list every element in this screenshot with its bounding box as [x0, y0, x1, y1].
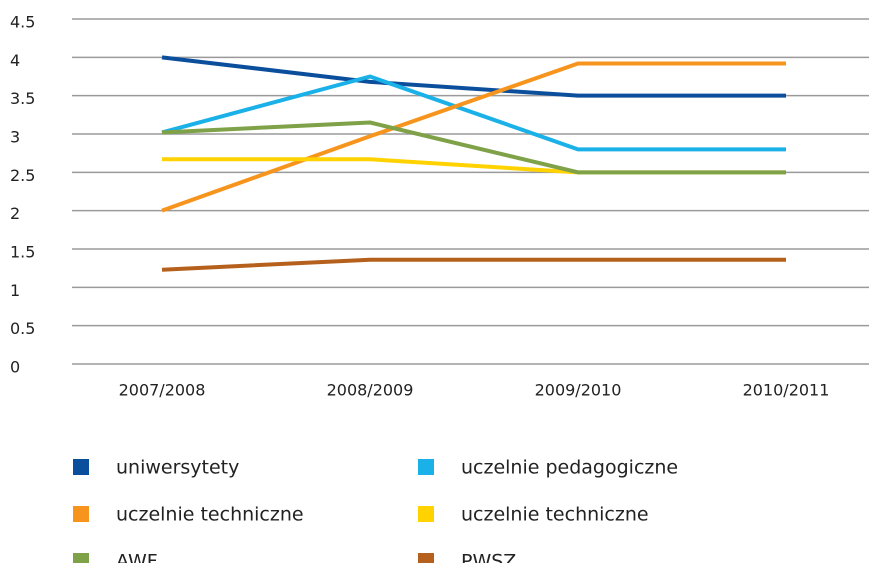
legend-swatch — [418, 459, 434, 475]
y-tick-label: 3.5 — [10, 89, 35, 108]
legend-label: uczelnie pedagogiczne — [461, 457, 678, 479]
legend-swatch — [418, 506, 434, 522]
legend-label: uczelnie techniczne — [461, 504, 649, 526]
series-line — [161, 257, 786, 272]
legend-label: uniwersytety — [116, 457, 239, 479]
legend-swatch — [418, 553, 434, 563]
y-tick-label: 2 — [10, 204, 20, 223]
x-tick-label: 2007/2008 — [119, 381, 206, 400]
y-tick-label: 4.5 — [10, 13, 35, 32]
legend-label: uczelnie techniczne — [116, 504, 304, 526]
legend-swatch — [73, 506, 89, 522]
y-tick-label: 0 — [10, 358, 20, 377]
legend-label: PWSZ — [461, 551, 516, 563]
legend-label: AWF — [116, 551, 158, 563]
y-tick-label: 3 — [10, 128, 20, 147]
legend-swatch — [73, 553, 89, 563]
series-line — [161, 120, 786, 175]
y-tick-label: 0.5 — [10, 319, 35, 338]
y-tick-label: 4 — [10, 51, 20, 70]
series-line — [161, 74, 786, 152]
x-tick-label: 2009/2010 — [535, 381, 622, 400]
y-tick-label: 1 — [10, 281, 20, 300]
series-line — [161, 61, 786, 213]
y-tick-label: 2.5 — [10, 166, 35, 185]
legend-swatch — [73, 459, 89, 475]
x-tick-label: 2010/2011 — [743, 381, 830, 400]
y-tick-label: 1.5 — [10, 243, 35, 262]
x-tick-label: 2008/2009 — [327, 381, 414, 400]
series-line — [161, 55, 786, 98]
